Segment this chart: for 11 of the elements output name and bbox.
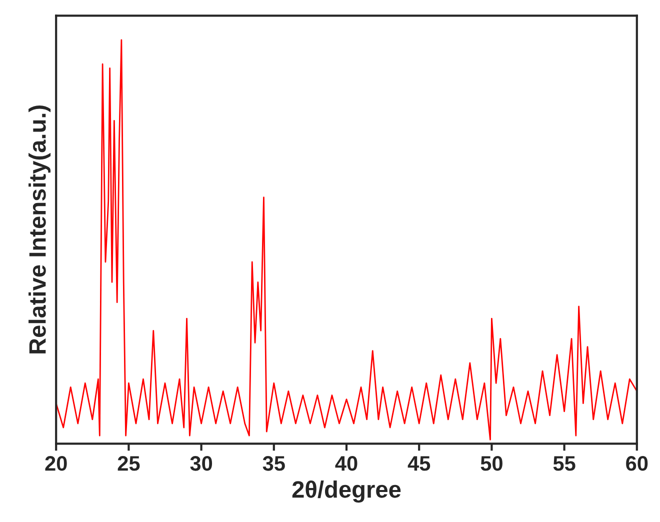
- x-tick-label: 50: [480, 456, 502, 471]
- y-axis-title: Relative Intensity(a.u.): [28, 106, 51, 354]
- x-axis-title: 2θ/degree: [292, 480, 401, 503]
- x-tick-label: 40: [335, 456, 358, 471]
- x-tick-label: 25: [118, 456, 140, 471]
- x-tick-label: 20: [45, 456, 67, 471]
- x-tick-label: 35: [262, 456, 285, 471]
- x-tick-label: 55: [553, 456, 576, 471]
- x-tick-label: 45: [408, 456, 430, 471]
- x-tick-label: 30: [190, 456, 212, 471]
- x-tick-label: 60: [626, 456, 648, 471]
